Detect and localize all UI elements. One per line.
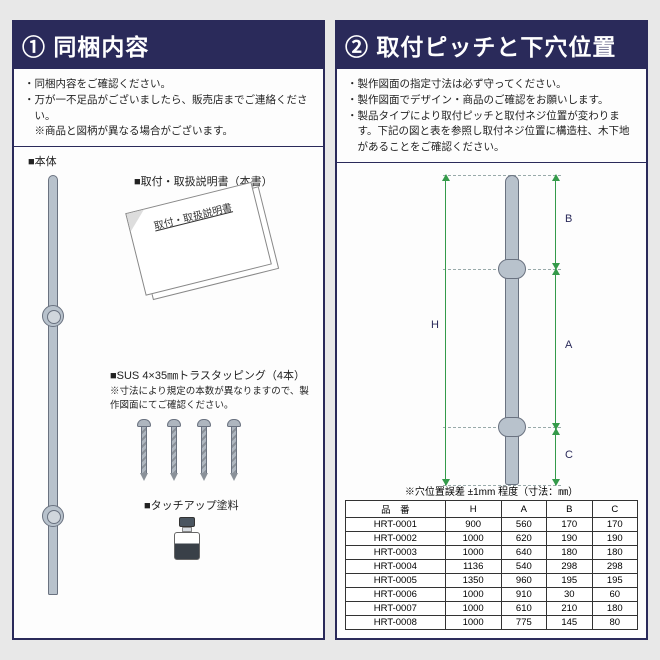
cell: 180 [592,546,638,560]
panel1-title: ① 同梱内容 [14,22,323,69]
cell: HRT-0006 [346,588,446,602]
cell: 560 [501,518,546,532]
cell: 180 [592,602,638,616]
cell: 1000 [445,616,501,630]
cell: 60 [592,588,638,602]
label-screws: ■SUS 4×35㎜トラスタッピング（4本） [110,367,310,383]
cell: HRT-0003 [346,546,446,560]
paint-bottle-illustration [174,517,200,561]
col: 品 番 [346,501,446,518]
panel-pitch: ② 取付ピッチと下穴位置 ・製作図面の指定寸法は必ず守ってください。 ・製作図面… [335,20,648,640]
cell: 195 [592,574,638,588]
table-row: HRT-00031000640180180 [346,546,638,560]
label-body: ■本体 [28,153,57,169]
panel2-notes: ・製作図面の指定寸法は必ず守ってください。 ・製作図面でデザイン・商品のご確認を… [337,69,646,162]
manual-illustration: 取付・取扱説明書 [125,179,283,300]
table-row: HRT-00021000620190190 [346,532,638,546]
table-row: HRT-00071000610210180 [346,602,638,616]
cell: 298 [547,560,592,574]
cell: 1000 [445,588,501,602]
note: ・製品タイプにより取付ピッチと取付ネジ位置が変わります。下記の図と表を参照し取付… [347,109,636,156]
panel1-notes: ・同梱内容をご確認ください。 ・万が一不足品がございましたら、販売店までご連絡く… [14,69,323,146]
cell: 170 [592,518,638,532]
cell: 610 [501,602,546,616]
note: ・万が一不足品がございましたら、販売店までご連絡ください。 [24,93,313,125]
panel-contents: ① 同梱内容 ・同梱内容をご確認ください。 ・万が一不足品がございましたら、販売… [12,20,325,640]
cell: 1350 [445,574,501,588]
cell: 190 [592,532,638,546]
cell: 775 [501,616,546,630]
dim-H: H [431,319,439,331]
paint-block: ■タッチアップ塗料 [144,497,239,561]
pitch-diagram: H A B C [345,169,638,481]
screws-note: ※寸法により規定の本数が異なりますので、製作図面にてご確認ください。 [110,383,310,411]
col: B [547,501,592,518]
cell: 180 [547,546,592,560]
cell: 620 [501,532,546,546]
spec-table: 品 番 H A B C HRT-0001900560170170HRT-0002… [345,500,638,630]
col: C [592,501,638,518]
note: ※商品と図柄が異なる場合がございます。 [24,124,313,140]
cell: HRT-0008 [346,616,446,630]
table-row: HRT-00041136540298298 [346,560,638,574]
col: A [501,501,546,518]
cell: 1136 [445,560,501,574]
cell: 30 [547,588,592,602]
cell: 298 [592,560,638,574]
cell: 210 [547,602,592,616]
label-paint: ■タッチアップ塗料 [144,497,239,513]
dim-A: A [565,339,572,351]
note: ・製作図面の指定寸法は必ず守ってください。 [347,77,636,93]
cell: HRT-0002 [346,532,446,546]
table-header-row: 品 番 H A B C [346,501,638,518]
cell: 910 [501,588,546,602]
cell: 190 [547,532,592,546]
note: ・同梱内容をご確認ください。 [24,77,313,93]
cell: HRT-0001 [346,518,446,532]
cell: 195 [547,574,592,588]
screws-illustration [110,415,310,485]
cell: 1000 [445,546,501,560]
table-row: HRT-0001900560170170 [346,518,638,532]
cell: 540 [501,560,546,574]
cell: 1000 [445,532,501,546]
cell: HRT-0005 [346,574,446,588]
col: H [445,501,501,518]
dim-C: C [565,449,573,461]
cell: 170 [547,518,592,532]
cell: 145 [547,616,592,630]
panel2-title: ② 取付ピッチと下穴位置 [337,22,646,69]
dim-B: B [565,213,572,225]
cell: 1000 [445,602,501,616]
table-row: HRT-0008100077514580 [346,616,638,630]
table-row: HRT-000610009103060 [346,588,638,602]
cell: HRT-0007 [346,602,446,616]
cell: 900 [445,518,501,532]
screws-block: ■SUS 4×35㎜トラスタッピング（4本） ※寸法により規定の本数が異なります… [110,367,310,485]
note: ・製作図面でデザイン・商品のご確認をお願いします。 [347,93,636,109]
cell: 80 [592,616,638,630]
cell: 960 [501,574,546,588]
cell: 640 [501,546,546,560]
manual-block: ■取付・取扱説明書（本書） 取付・取扱説明書 [134,173,273,189]
panel1-body: ■本体 ■取付・取扱説明書（本書） 取付・取扱説明書 ■SUS 4×35㎜トラス… [14,147,323,638]
panel2-body: H A B C ※穴位置誤差 ±1mm 程度（寸法：㎜） 品 番 H A B C… [337,163,646,638]
cell: HRT-0004 [346,560,446,574]
handrail-illustration [38,175,68,595]
table-row: HRT-00051350960195195 [346,574,638,588]
